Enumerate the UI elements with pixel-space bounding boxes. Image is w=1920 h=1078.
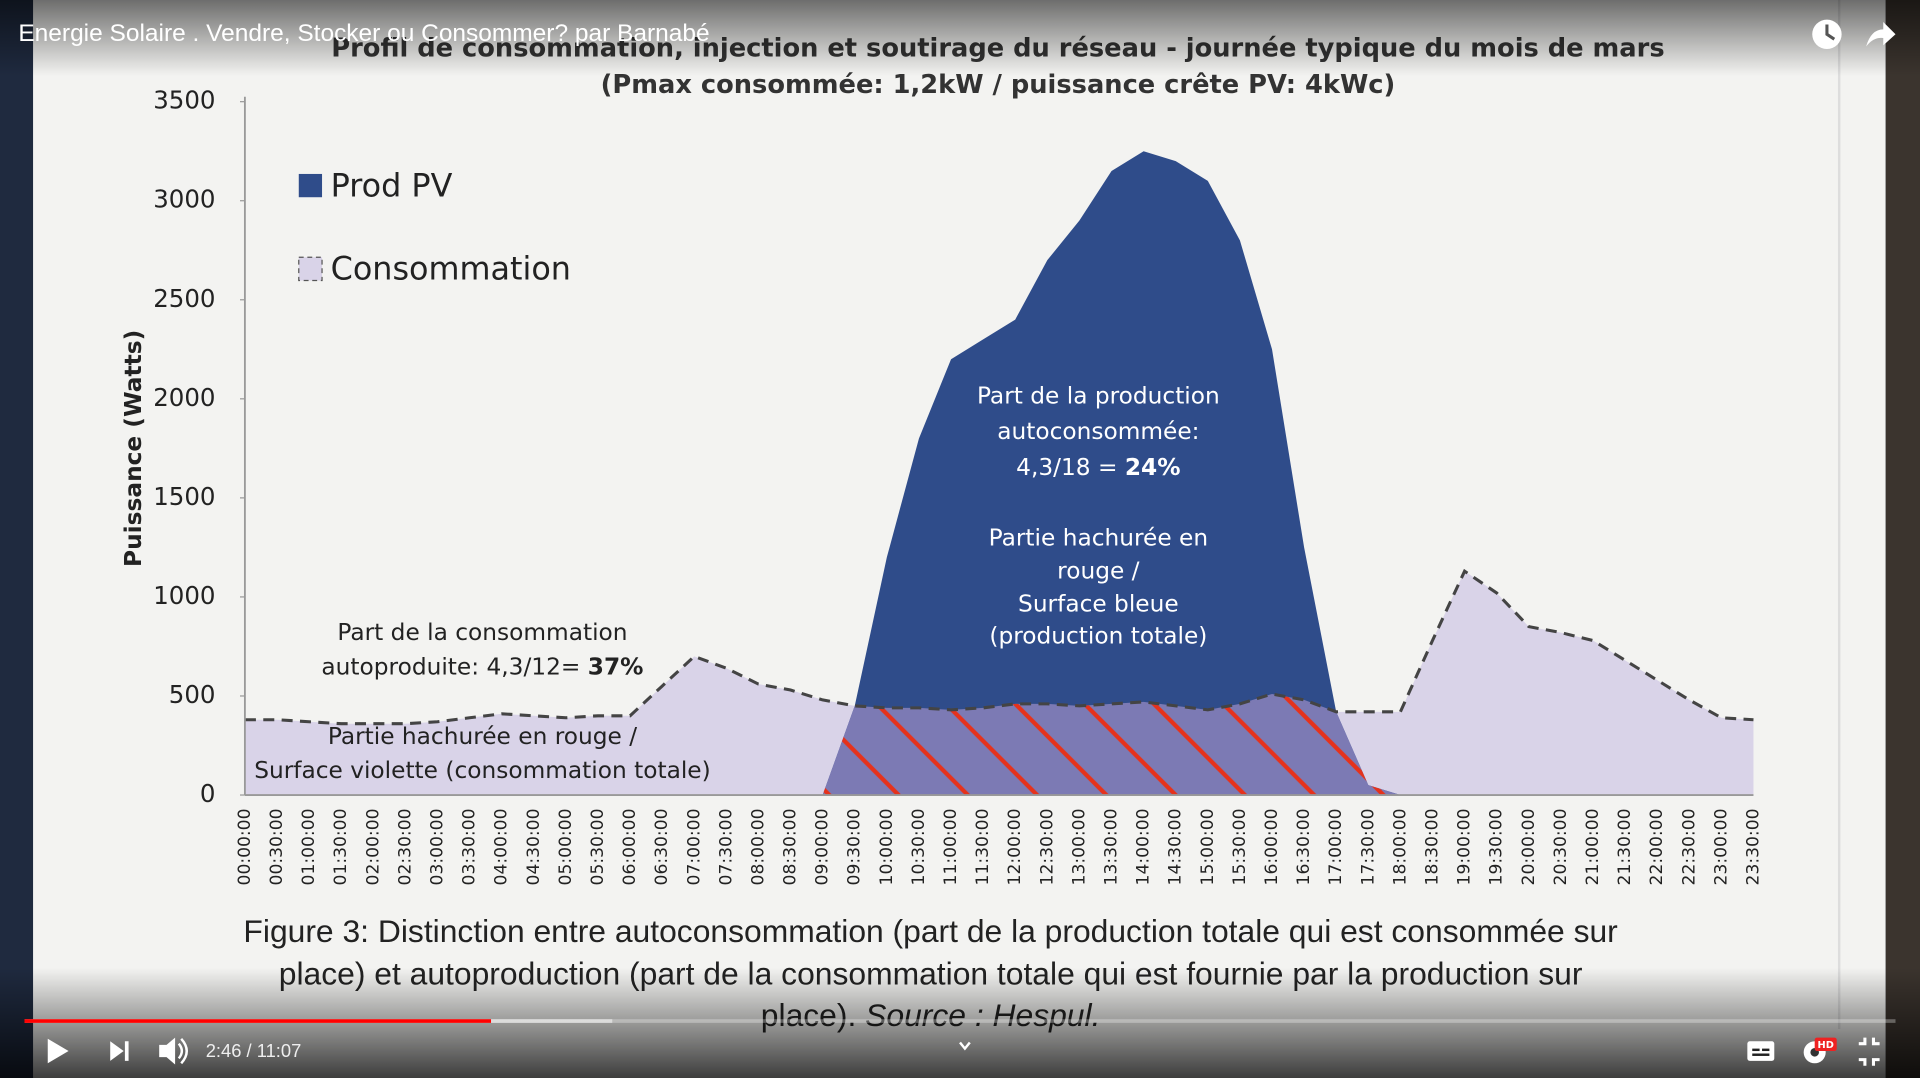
x-tick-label: 16:00:00: [1262, 809, 1282, 886]
annotation: Surface violette (consommation totale): [254, 757, 710, 784]
x-tick-label: 11:30:00: [973, 809, 993, 886]
y-tick-label: 3500: [153, 86, 215, 115]
next-button[interactable]: [110, 1041, 129, 1061]
y-tick-label: 2000: [153, 383, 215, 412]
annotation: Partie hachurée en rouge /: [328, 723, 637, 750]
x-tick-label: 11:00:00: [941, 808, 961, 885]
x-tick-label: 23:30:00: [1743, 809, 1763, 886]
x-tick-label: 06:00:00: [620, 809, 640, 886]
x-tick-label: 01:30:00: [331, 809, 351, 886]
annotation-bold: 24%: [1125, 453, 1181, 480]
x-tick-label: 21:00:00: [1583, 809, 1603, 886]
x-tick-label: 10:30:00: [909, 809, 929, 886]
x-tick-label: 20:00:00: [1519, 809, 1539, 886]
x-tick-label: 00:00:00: [235, 809, 255, 886]
x-tick-label: 01:00:00: [299, 809, 319, 886]
x-tick-label: 14:30:00: [1166, 809, 1186, 886]
annotation: Surface bleue: [1018, 591, 1179, 618]
x-tick-label: 20:30:00: [1551, 809, 1571, 886]
x-tick-label: 09:00:00: [813, 809, 833, 886]
x-tick-label: 19:00:00: [1455, 809, 1475, 886]
x-tick-label: 03:00:00: [427, 809, 447, 886]
x-tick-label: 05:30:00: [588, 809, 608, 886]
share-button[interactable]: [1866, 22, 1896, 47]
annotation: Part de la consommation: [337, 619, 627, 646]
x-tick-label: 12:00:00: [1005, 809, 1025, 886]
x-tick-label: 07:30:00: [716, 809, 736, 886]
x-tick-label: 09:30:00: [845, 809, 865, 886]
caption: Figure 3: Distinction entre autoconsomma…: [243, 913, 1618, 949]
x-tick-label: 13:00:00: [1069, 809, 1089, 886]
legend-entry: Consommation: [331, 250, 571, 288]
x-tick-label: 02:00:00: [363, 809, 383, 886]
x-tick-label: 03:30:00: [460, 809, 480, 886]
x-tick-label: 04:30:00: [524, 809, 544, 886]
x-tick-label: 02:30:00: [395, 809, 415, 886]
annotation: Part de la production: [977, 382, 1220, 409]
annotation: rouge /: [1057, 558, 1139, 585]
y-axis-label: Puissance (Watts): [120, 330, 147, 567]
self-consumption-hatch: [244, 693, 1754, 796]
plot: 0 500 1000 1500 2000 2500 3000 3500 00:00:00 00:3…: [153, 86, 1763, 886]
progress-track[interactable]: [24, 1019, 1896, 1023]
annotation: autoconsommée:: [997, 418, 1199, 445]
chapter-chevron[interactable]: [959, 1041, 971, 1051]
play-button[interactable]: [47, 1038, 69, 1064]
production-area: [244, 151, 1754, 796]
consumption-area: [244, 571, 1754, 796]
annotation-text: 4,3/18 =: [1016, 453, 1125, 480]
x-tick-label: 19:30:00: [1487, 809, 1507, 886]
y-tick-label: 1500: [153, 482, 215, 511]
watch-later-button[interactable]: [1812, 19, 1842, 49]
x-tick-label: 14:00:00: [1134, 809, 1154, 886]
x-tick-label: 22:30:00: [1679, 809, 1699, 886]
right-edge: [1885, 0, 1920, 1078]
x-tick-label: 07:00:00: [684, 809, 704, 886]
legend-swatch: [298, 173, 323, 198]
x-tick-label: 18:30:00: [1422, 809, 1442, 886]
x-tick-label: 22:00:00: [1647, 809, 1667, 886]
x-tick-label: 13:30:00: [1102, 808, 1122, 885]
y-tick-label: 3000: [153, 185, 215, 214]
x-tick-label: 04:00:00: [492, 809, 512, 886]
x-tick-label: 17:00:00: [1326, 809, 1346, 886]
legend-entry: Prod PV: [331, 166, 453, 204]
progress-played: [24, 1019, 492, 1023]
annotation-bold: 37%: [588, 653, 644, 680]
hd-badge: HD: [1818, 1040, 1834, 1051]
x-tick-label: 15:00:00: [1198, 809, 1218, 886]
x-tick-label: 15:30:00: [1230, 809, 1250, 886]
x-tick-label: 12:30:00: [1037, 809, 1057, 886]
y-tick-label: 1000: [153, 581, 215, 610]
x-tick-label: 06:30:00: [652, 809, 672, 886]
video-title[interactable]: Energie Solaire . Vendre, Stocker ou Con…: [18, 20, 709, 47]
x-tick-label: 16:30:00: [1294, 809, 1314, 886]
top-overlay: [0, 0, 1920, 76]
x-tick-label: 00:30:00: [267, 809, 287, 886]
subtitles-button[interactable]: [1747, 1041, 1775, 1061]
x-tick-label: 05:00:00: [556, 809, 576, 886]
volume-button[interactable]: [159, 1037, 188, 1065]
annotation: autoproduite: 4,3/12= 37%: [321, 653, 643, 680]
x-tick-label: 21:30:00: [1615, 809, 1635, 886]
exit-fullscreen-button[interactable]: [1858, 1037, 1880, 1066]
annotation: 4,3/18 = 24%: [1016, 453, 1180, 480]
x-tick-label: 23:00:00: [1711, 809, 1731, 886]
y-tick-label: 500: [169, 680, 216, 709]
settings-button[interactable]: HD: [1803, 1037, 1837, 1064]
y-tick-label: 0: [200, 779, 216, 808]
annotation-text: autoproduite: 4,3/12=: [321, 653, 587, 680]
x-tick-label: 18:00:00: [1390, 809, 1410, 886]
x-tick-label: 08:30:00: [781, 809, 801, 886]
x-tick-label: 08:00:00: [748, 809, 768, 886]
time-display: 2:46 / 11:07: [206, 1040, 302, 1061]
x-tick-label: 10:00:00: [877, 809, 897, 886]
y-tick-label: 2500: [153, 284, 215, 313]
annotation: (production totale): [989, 622, 1207, 649]
x-tick-label: 17:30:00: [1358, 809, 1378, 886]
legend-swatch: [298, 256, 323, 282]
annotation: Partie hachurée en: [989, 524, 1208, 551]
